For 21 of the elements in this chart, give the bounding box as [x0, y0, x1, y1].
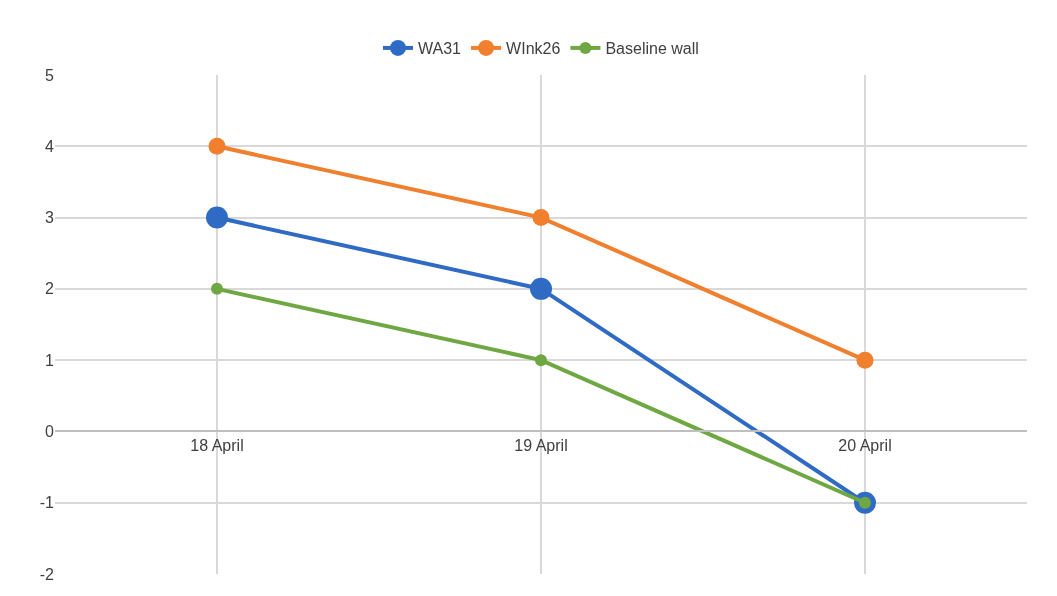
point [532, 209, 550, 227]
y-tick-label: -1 [39, 494, 55, 512]
legend-label: WInk26 [506, 40, 561, 58]
y-tick-label: 2 [45, 280, 55, 298]
y-tick-label: -2 [39, 565, 55, 583]
y-tick-label: 4 [45, 137, 55, 155]
point [211, 282, 223, 295]
point [208, 137, 226, 155]
y-tick-label: 3 [45, 209, 55, 227]
point [530, 277, 552, 300]
point [856, 351, 874, 369]
y-tick-label: 0 [45, 423, 55, 441]
x-tick-label: 18 April [190, 437, 244, 455]
legend-label: WA31 [418, 40, 462, 58]
x-tick-label: 20 April [838, 437, 892, 455]
legend-label: Baseline wall [605, 40, 699, 58]
y-tick-label: 5 [45, 66, 55, 84]
x-tick-label: 19 April [514, 437, 568, 455]
point [535, 354, 547, 367]
y-tick-label: 1 [45, 351, 55, 369]
point [206, 206, 228, 229]
